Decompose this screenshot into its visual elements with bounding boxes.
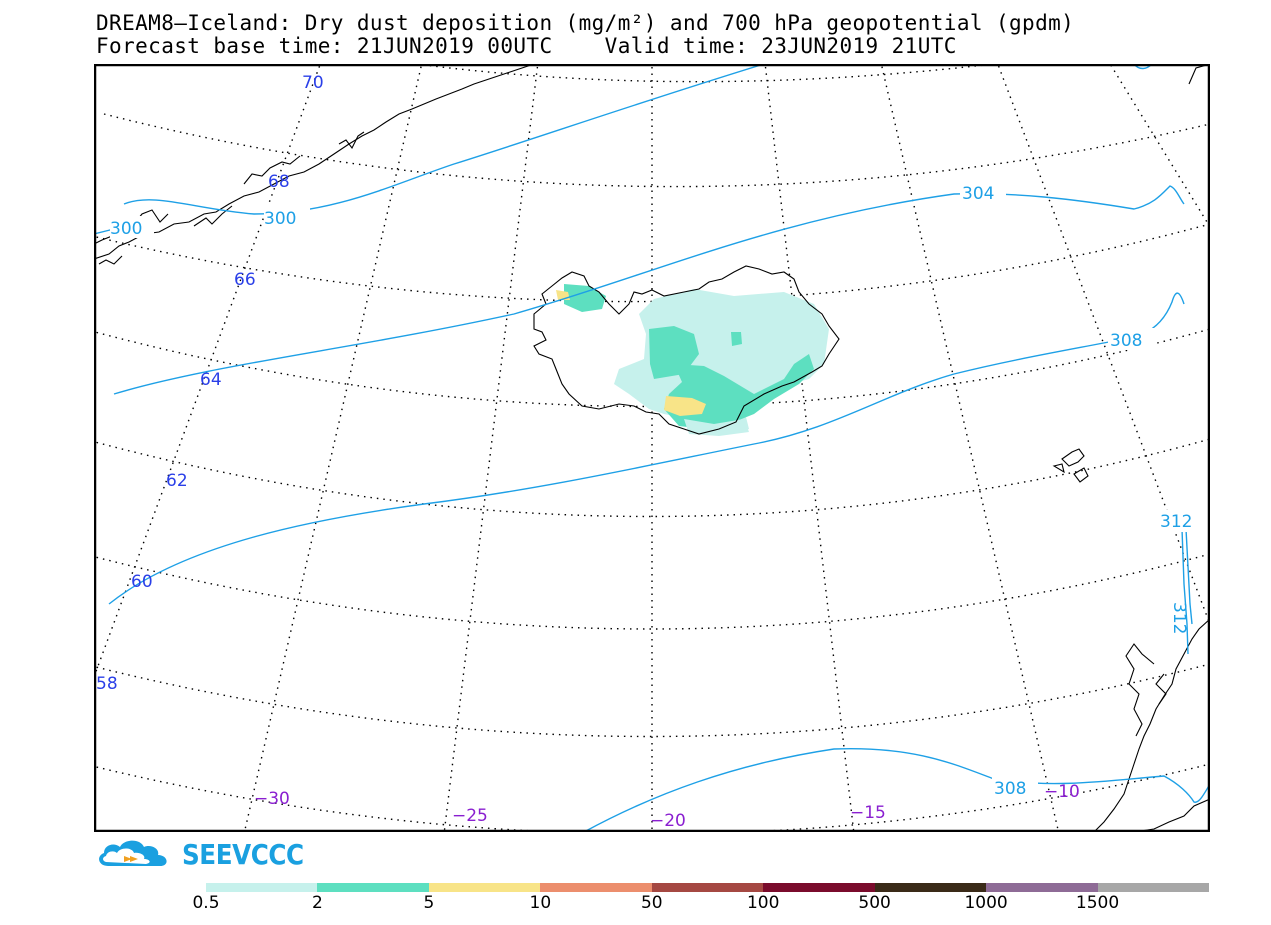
lon-label-minus25: −25 [452, 806, 488, 826]
contour-label-308-bottom: 308 [994, 779, 1026, 799]
legend-label-7: 1000 [964, 893, 1008, 913]
legend-label-6: 500 [858, 893, 891, 913]
greenland-coastline [94, 64, 535, 260]
lat-label-66: 66 [234, 270, 256, 290]
map-panel: 300 300 304 308 312 312 308 70 68 66 64 … [94, 64, 1210, 832]
contour-label-312-vertical: 312 [1169, 602, 1189, 634]
legend-swatch-3 [540, 883, 652, 892]
logo-text: SEEVCCC [182, 838, 304, 871]
contour-304 [113, 185, 1185, 395]
legend-label-0: 0.5 [192, 893, 220, 913]
legend-swatch-5 [763, 883, 875, 892]
contour-label-304: 304 [962, 184, 994, 204]
lon-label-minus20: −20 [650, 811, 686, 831]
legend-swatch-6 [874, 883, 987, 892]
seevccc-logo: SEEVCCC [94, 836, 354, 872]
dust-deposition-field [556, 284, 829, 436]
lon-label-minus10: −10 [1044, 782, 1080, 802]
legend-label-5: 100 [746, 893, 780, 913]
lat-label-58: 58 [96, 674, 118, 694]
lat-label-62: 62 [166, 471, 188, 491]
legend-swatch-0 [206, 883, 318, 892]
legend-swatch-4 [651, 883, 764, 892]
color-legend [206, 883, 1209, 892]
lat-label-60: 60 [131, 572, 153, 592]
contour-300-a [123, 64, 765, 215]
contour-label-308-right: 308 [1110, 331, 1142, 351]
legend-swatch-2 [428, 883, 541, 892]
contour-label-300-left: 300 [110, 219, 142, 239]
lon-label-minus30: −30 [254, 789, 290, 809]
map-subtitle-times: Forecast base time: 21JUN2019 00UTC Vali… [96, 34, 957, 58]
contour-label-300-mid: 300 [264, 209, 296, 229]
map-svg: 300 300 304 308 312 312 308 70 68 66 64 … [94, 64, 1210, 832]
map-border [94, 64, 1210, 832]
legend-swatch-8 [1097, 883, 1209, 892]
lat-label-68: 68 [268, 172, 290, 192]
lon-label-minus15: −15 [850, 803, 886, 823]
map-title: DREAM8—Iceland: Dry dust deposition (mg/… [96, 11, 1075, 35]
legend-swatch-1 [317, 883, 429, 892]
iceland-coastline [533, 265, 840, 435]
faroe-coastline [1052, 448, 1089, 483]
longitude-gridlines [94, 64, 1210, 832]
legend-label-2: 5 [423, 893, 435, 913]
norway-coastline [1093, 618, 1210, 832]
legend-label-4: 50 [640, 893, 663, 913]
contour-label-312: 312 [1160, 512, 1192, 532]
legend-label-3: 10 [529, 893, 552, 913]
legend-swatch-7 [986, 883, 1098, 892]
legend-labels: 0.5 2 5 10 50 100 500 1000 1500 [0, 893, 1271, 915]
contour-312 [1181, 528, 1193, 655]
lat-label-64: 64 [200, 370, 222, 390]
lat-label-70: 70 [302, 73, 324, 93]
legend-label-1: 2 [312, 893, 323, 913]
legend-label-8: 1500 [1075, 893, 1120, 913]
cloud-logo-icon [99, 840, 167, 866]
